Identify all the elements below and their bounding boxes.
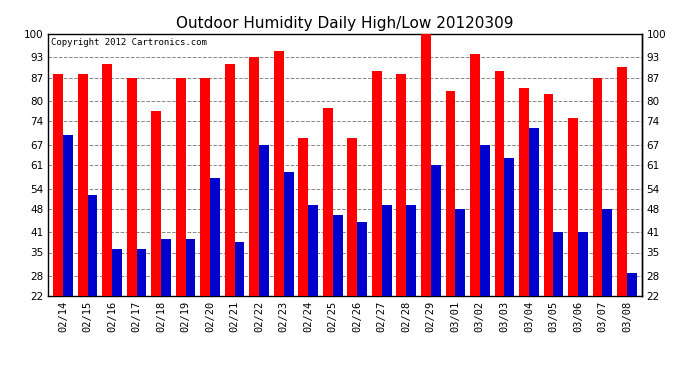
Bar (333, 216, 342, 370)
Bar (284, 172, 293, 370)
Bar (455, 209, 465, 370)
Bar (259, 145, 269, 370)
Bar (210, 178, 220, 370)
Bar (274, 51, 284, 370)
Bar (578, 232, 588, 370)
Bar (357, 222, 367, 370)
Bar (382, 206, 392, 370)
Bar (529, 128, 539, 370)
Bar (504, 158, 514, 370)
Bar (200, 78, 210, 370)
Bar (161, 239, 171, 370)
Bar (421, 34, 431, 370)
Bar (235, 242, 244, 370)
Bar (151, 111, 161, 370)
Bar (63, 135, 73, 370)
Bar (53, 74, 63, 370)
Bar (348, 138, 357, 370)
Bar (446, 91, 455, 370)
Bar (298, 138, 308, 370)
Title: Outdoor Humidity Daily High/Low 20120309: Outdoor Humidity Daily High/Low 20120309 (176, 16, 514, 31)
Bar (308, 206, 318, 370)
Bar (102, 64, 112, 370)
Text: Copyright 2012 Cartronics.com: Copyright 2012 Cartronics.com (51, 38, 207, 47)
Bar (78, 74, 88, 370)
Bar (602, 209, 612, 370)
Bar (249, 57, 259, 370)
Bar (88, 195, 97, 370)
Bar (627, 273, 637, 370)
Bar (372, 71, 382, 370)
Bar (323, 108, 333, 370)
Bar (480, 145, 490, 370)
Bar (137, 249, 146, 370)
Bar (186, 239, 195, 370)
Bar (225, 64, 235, 370)
Bar (544, 94, 553, 370)
Bar (519, 88, 529, 370)
Bar (406, 206, 416, 370)
Bar (617, 68, 627, 370)
Bar (568, 118, 578, 370)
Bar (431, 165, 441, 370)
Bar (397, 74, 406, 370)
Bar (495, 71, 504, 370)
Bar (176, 78, 186, 370)
Bar (127, 78, 137, 370)
Bar (593, 78, 602, 370)
Bar (470, 54, 480, 370)
Bar (112, 249, 122, 370)
Bar (553, 232, 563, 370)
